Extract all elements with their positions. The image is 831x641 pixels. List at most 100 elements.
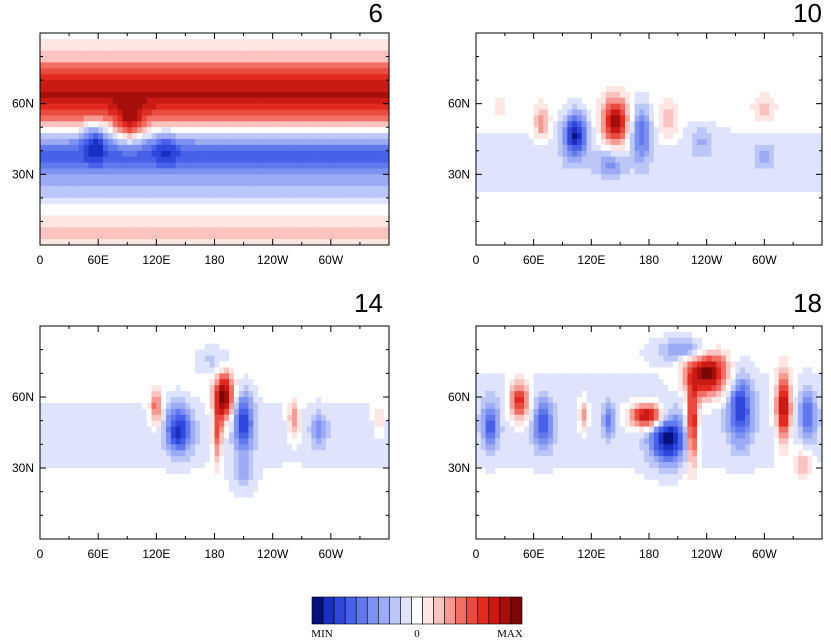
field-cell <box>740 209 746 217</box>
field-cell <box>93 180 99 187</box>
field-cell <box>793 56 799 64</box>
field-cell <box>480 103 487 111</box>
field-cell <box>272 44 279 52</box>
field-cell <box>243 115 250 122</box>
field-cell <box>229 33 235 40</box>
field-cell <box>224 215 230 223</box>
field-cell <box>340 109 346 117</box>
field-cell <box>721 62 727 69</box>
field-cell <box>735 144 741 152</box>
field-cell <box>122 50 128 58</box>
field-cell <box>262 50 269 58</box>
field-cell <box>190 62 196 69</box>
field-cell <box>132 68 138 75</box>
field-cell <box>301 68 308 75</box>
field-cell <box>773 139 780 146</box>
field-cell <box>721 109 727 117</box>
field-cell <box>199 203 206 211</box>
field-cell <box>649 139 655 146</box>
field-cell <box>345 133 351 140</box>
field-cell <box>384 174 389 181</box>
field-cell <box>321 144 327 152</box>
field-cell <box>248 221 254 228</box>
field-cell <box>480 203 487 211</box>
field-cell <box>495 156 501 164</box>
field-cell <box>658 33 665 40</box>
field-cell <box>697 168 703 175</box>
field-cell <box>749 121 756 128</box>
field-cell <box>219 221 225 228</box>
field-cell <box>692 103 698 111</box>
field-cell <box>350 233 356 240</box>
field-cell <box>817 38 822 46</box>
field-cell <box>185 68 191 75</box>
field-cell <box>103 162 109 170</box>
field-cell <box>668 74 674 81</box>
field-cell <box>692 139 698 146</box>
field-cell <box>156 233 162 240</box>
field-cell <box>759 109 765 117</box>
field-cell <box>146 103 153 111</box>
field-cell <box>557 86 564 93</box>
field-cell <box>586 68 592 75</box>
field-cell <box>374 203 380 211</box>
field-cell <box>78 192 85 199</box>
field-cell <box>190 156 196 164</box>
field-cell <box>146 168 153 175</box>
field-cell <box>740 56 746 64</box>
field-cell <box>156 62 162 69</box>
field-cell <box>54 186 60 193</box>
field-cell <box>519 221 525 228</box>
field-cell <box>88 221 94 228</box>
field-cell <box>519 209 525 217</box>
field-cell <box>166 62 172 69</box>
field-cell <box>524 80 530 87</box>
field-cell <box>258 233 264 240</box>
field-cell <box>199 50 206 58</box>
field-cell <box>538 192 544 199</box>
field-cell <box>136 68 143 75</box>
field-cell <box>649 133 655 140</box>
field-cell <box>677 109 684 117</box>
field-cell <box>384 168 389 175</box>
field-cell <box>199 56 206 64</box>
field-cell <box>576 80 583 87</box>
field-cell <box>677 174 684 181</box>
field-cell <box>345 121 351 128</box>
field-cell <box>759 127 765 134</box>
field-cell <box>504 162 511 170</box>
field-cell <box>591 56 597 64</box>
field-cell <box>740 192 746 199</box>
field-cell <box>93 56 99 64</box>
field-cell <box>335 103 342 111</box>
field-cell <box>88 139 94 146</box>
field-cell <box>476 121 482 128</box>
field-cell <box>219 139 225 146</box>
field-cell <box>557 133 564 140</box>
field-cell <box>725 127 732 134</box>
field-cell <box>355 233 361 240</box>
field-cell <box>677 186 684 193</box>
field-cell <box>272 86 279 93</box>
field-cell <box>132 192 138 199</box>
field-cell <box>624 221 631 228</box>
field-cell <box>807 186 813 193</box>
field-cell <box>610 150 616 158</box>
field-cell <box>103 56 109 64</box>
field-cell <box>335 215 342 223</box>
field-cell <box>653 197 660 205</box>
field-cell <box>490 91 496 99</box>
field-cell <box>112 50 119 58</box>
field-cell <box>692 62 698 69</box>
field-cell <box>127 233 133 240</box>
field-cell <box>190 127 196 134</box>
field-cell <box>697 150 703 158</box>
field-cell <box>282 139 288 146</box>
field-cell <box>59 115 65 122</box>
field-cell <box>170 91 177 99</box>
field-cell <box>64 156 70 164</box>
field-cell <box>519 133 525 140</box>
field-cell <box>350 139 356 146</box>
field-cell <box>166 44 172 52</box>
field-cell <box>802 121 809 128</box>
